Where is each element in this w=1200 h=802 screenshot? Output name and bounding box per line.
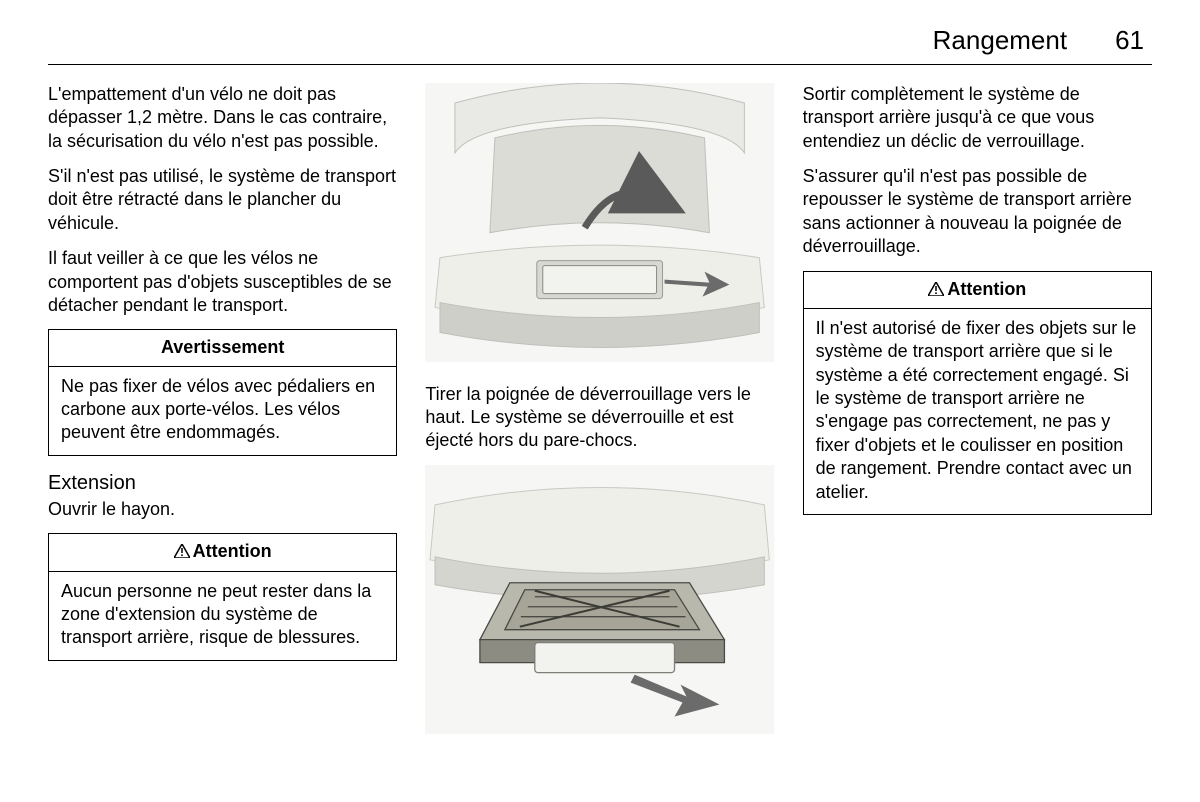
content-columns: L'empattement d'un vélo ne doit pas dépa… bbox=[48, 83, 1152, 755]
page-number: 61 bbox=[1115, 24, 1144, 58]
attention-box: Attention Il n'est autorisé de fixer des… bbox=[803, 271, 1152, 516]
header-divider bbox=[48, 64, 1152, 65]
attention-body: Aucun personne ne peut rester dans la zo… bbox=[49, 572, 396, 660]
warning-body: Ne pas fixer de vélos avec pédaliers en … bbox=[49, 367, 396, 455]
illustration-pull-out-carrier bbox=[425, 465, 774, 734]
paragraph: S'il n'est pas utilisé, le système de tr… bbox=[48, 165, 397, 235]
attention-body: Il n'est autorisé de fixer des objets su… bbox=[804, 309, 1151, 514]
warning-box: Avertissement Ne pas fixer de vélos avec… bbox=[48, 329, 397, 456]
attention-title: Attention bbox=[49, 534, 396, 571]
paragraph: S'assurer qu'il n'est pas possible de re… bbox=[803, 165, 1152, 259]
warning-triangle-icon bbox=[174, 541, 190, 564]
paragraph: Il faut veiller à ce que les vélos ne co… bbox=[48, 247, 397, 317]
attention-title-text: Attention bbox=[947, 279, 1026, 299]
column-3: Sortir complètement le système de transp… bbox=[803, 83, 1152, 755]
warning-title: Avertissement bbox=[49, 330, 396, 366]
subheading-extension: Extension bbox=[48, 470, 397, 496]
section-title: Rangement bbox=[933, 24, 1067, 58]
paragraph: Ouvrir le hayon. bbox=[48, 498, 397, 521]
illustration-caption: Tirer la poignée de déverrouillage vers … bbox=[425, 383, 774, 453]
column-1: L'empattement d'un vélo ne doit pas dépa… bbox=[48, 83, 397, 755]
warning-triangle-icon bbox=[928, 279, 944, 302]
illustration-release-handle bbox=[425, 83, 774, 362]
attention-title-text: Attention bbox=[193, 541, 272, 561]
paragraph: L'empattement d'un vélo ne doit pas dépa… bbox=[48, 83, 397, 153]
page-header: Rangement 61 bbox=[48, 24, 1152, 58]
attention-title: Attention bbox=[804, 272, 1151, 309]
attention-box: Attention Aucun personne ne peut rester … bbox=[48, 533, 397, 661]
paragraph: Sortir complètement le système de transp… bbox=[803, 83, 1152, 153]
column-2: Tirer la poignée de déverrouillage vers … bbox=[425, 83, 774, 755]
